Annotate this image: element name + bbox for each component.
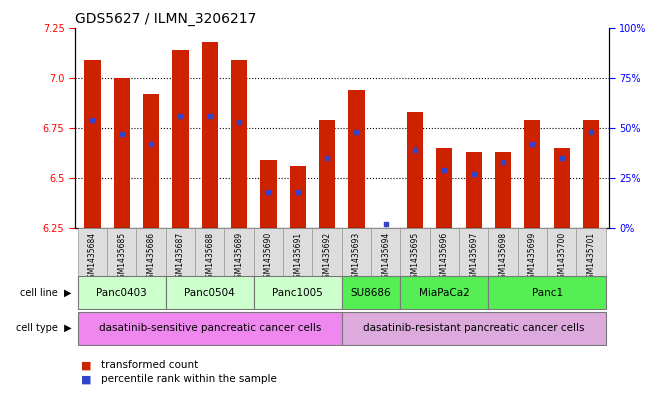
Text: GSM1435693: GSM1435693 bbox=[352, 232, 361, 283]
Text: GSM1435689: GSM1435689 bbox=[234, 232, 243, 283]
FancyBboxPatch shape bbox=[430, 228, 459, 279]
Bar bbox=[290, 166, 306, 228]
FancyBboxPatch shape bbox=[166, 228, 195, 279]
Text: GSM1435690: GSM1435690 bbox=[264, 232, 273, 283]
Text: GSM1435696: GSM1435696 bbox=[440, 232, 449, 283]
Text: Panc1: Panc1 bbox=[531, 288, 562, 298]
Bar bbox=[407, 112, 423, 228]
Text: percentile rank within the sample: percentile rank within the sample bbox=[101, 374, 277, 384]
Text: GSM1435691: GSM1435691 bbox=[294, 232, 302, 283]
Text: dasatinib-resistant pancreatic cancer cells: dasatinib-resistant pancreatic cancer ce… bbox=[363, 323, 585, 333]
FancyBboxPatch shape bbox=[254, 276, 342, 309]
FancyBboxPatch shape bbox=[400, 228, 430, 279]
Text: GSM1435688: GSM1435688 bbox=[205, 232, 214, 283]
FancyBboxPatch shape bbox=[225, 228, 254, 279]
FancyBboxPatch shape bbox=[518, 228, 547, 279]
Bar bbox=[465, 152, 482, 228]
FancyBboxPatch shape bbox=[576, 228, 605, 279]
FancyBboxPatch shape bbox=[342, 276, 400, 309]
Bar bbox=[143, 94, 159, 228]
Bar bbox=[85, 60, 100, 228]
Text: GSM1435698: GSM1435698 bbox=[499, 232, 508, 283]
FancyBboxPatch shape bbox=[371, 228, 400, 279]
FancyBboxPatch shape bbox=[342, 312, 605, 345]
FancyBboxPatch shape bbox=[137, 228, 166, 279]
Text: Panc0403: Panc0403 bbox=[96, 288, 147, 298]
Text: transformed count: transformed count bbox=[101, 360, 198, 371]
Bar bbox=[554, 148, 570, 228]
FancyBboxPatch shape bbox=[195, 228, 225, 279]
Bar bbox=[231, 60, 247, 228]
Bar bbox=[495, 152, 511, 228]
Bar bbox=[114, 78, 130, 228]
FancyBboxPatch shape bbox=[459, 228, 488, 279]
FancyBboxPatch shape bbox=[312, 228, 342, 279]
Text: GDS5627 / ILMN_3206217: GDS5627 / ILMN_3206217 bbox=[75, 13, 256, 26]
Text: GSM1435684: GSM1435684 bbox=[88, 232, 97, 283]
Text: GSM1435695: GSM1435695 bbox=[411, 232, 420, 283]
FancyBboxPatch shape bbox=[78, 276, 166, 309]
Bar bbox=[348, 90, 365, 228]
FancyBboxPatch shape bbox=[78, 312, 342, 345]
FancyBboxPatch shape bbox=[78, 228, 107, 279]
Text: GSM1435694: GSM1435694 bbox=[381, 232, 390, 283]
Bar bbox=[173, 50, 189, 228]
Text: GSM1435686: GSM1435686 bbox=[146, 232, 156, 283]
Text: SU8686: SU8686 bbox=[351, 288, 391, 298]
FancyBboxPatch shape bbox=[488, 228, 518, 279]
Bar bbox=[260, 160, 277, 228]
Text: cell line  ▶: cell line ▶ bbox=[20, 288, 72, 298]
Text: cell type  ▶: cell type ▶ bbox=[16, 323, 72, 333]
Text: GSM1435700: GSM1435700 bbox=[557, 232, 566, 283]
Text: Panc0504: Panc0504 bbox=[184, 288, 235, 298]
FancyBboxPatch shape bbox=[342, 228, 371, 279]
Text: GSM1435685: GSM1435685 bbox=[117, 232, 126, 283]
FancyBboxPatch shape bbox=[547, 228, 576, 279]
Text: GSM1435699: GSM1435699 bbox=[528, 232, 537, 283]
Text: ■: ■ bbox=[81, 360, 92, 371]
FancyBboxPatch shape bbox=[254, 228, 283, 279]
Text: GSM1435697: GSM1435697 bbox=[469, 232, 478, 283]
Text: GSM1435687: GSM1435687 bbox=[176, 232, 185, 283]
FancyBboxPatch shape bbox=[400, 276, 488, 309]
FancyBboxPatch shape bbox=[283, 228, 312, 279]
FancyBboxPatch shape bbox=[107, 228, 137, 279]
Text: MiaPaCa2: MiaPaCa2 bbox=[419, 288, 470, 298]
Text: GSM1435692: GSM1435692 bbox=[323, 232, 331, 283]
Bar bbox=[436, 148, 452, 228]
Bar bbox=[202, 42, 218, 228]
Text: Panc1005: Panc1005 bbox=[272, 288, 323, 298]
Text: dasatinib-sensitive pancreatic cancer cells: dasatinib-sensitive pancreatic cancer ce… bbox=[98, 323, 321, 333]
Bar bbox=[524, 120, 540, 228]
FancyBboxPatch shape bbox=[166, 276, 254, 309]
Bar bbox=[319, 120, 335, 228]
FancyBboxPatch shape bbox=[488, 276, 605, 309]
Text: ■: ■ bbox=[81, 374, 92, 384]
Bar bbox=[583, 120, 599, 228]
Text: GSM1435701: GSM1435701 bbox=[587, 232, 596, 283]
